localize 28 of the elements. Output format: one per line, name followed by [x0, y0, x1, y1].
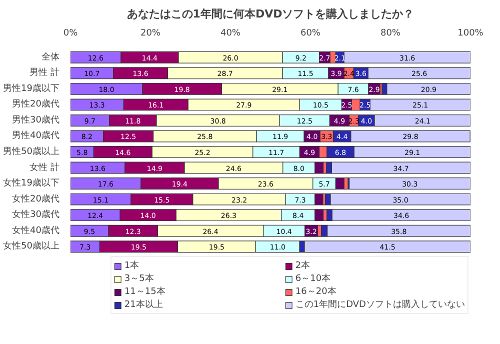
x-tick-label: 0%	[63, 28, 78, 38]
legend-label: 11～15本	[124, 286, 166, 298]
legend-label: 6～10本	[295, 272, 332, 285]
y-tick-label: 男性30歳代	[12, 114, 60, 126]
y-tick-label: 男性 計	[30, 67, 60, 78]
y-tick-label: 女性19歳以下	[3, 178, 60, 189]
legend-label: この1年間にDVDソフトは購入していない	[295, 298, 465, 311]
y-tick-label: 男性20歳代	[12, 98, 60, 110]
y-tick-label: 男性50歳以上	[3, 146, 60, 157]
legend-label: 16～20本	[295, 286, 338, 298]
y-tick-label: 男性19歳以下	[3, 82, 60, 94]
y-tick-label: 女性20歳代	[12, 193, 60, 204]
y-tick-label: 女性 計	[30, 162, 60, 173]
y-tick-label: 女性40歳代	[12, 224, 60, 236]
y-tick-label: 女性50歳以上	[3, 240, 60, 252]
legend-label: 3～5本	[124, 272, 155, 285]
y-tick-label: 男性40歳代	[12, 130, 60, 142]
x-tick-label: 100%	[458, 28, 484, 38]
legend-label: 2本	[295, 260, 312, 272]
x-tick-label: 80%	[380, 28, 401, 38]
legend-label: 21本以上	[124, 298, 164, 311]
x-tick-label: 60%	[300, 28, 321, 38]
chart-title: あなたはこの1年間に何本DVDソフトを購入しましたか？	[126, 8, 414, 20]
y-tick-label: 全体	[42, 51, 60, 62]
x-tick-label: 40%	[220, 28, 241, 38]
x-tick-label: 20%	[140, 28, 161, 38]
legend-label: 1本	[124, 260, 140, 272]
y-tick-label: 女性30歳代	[12, 209, 60, 220]
